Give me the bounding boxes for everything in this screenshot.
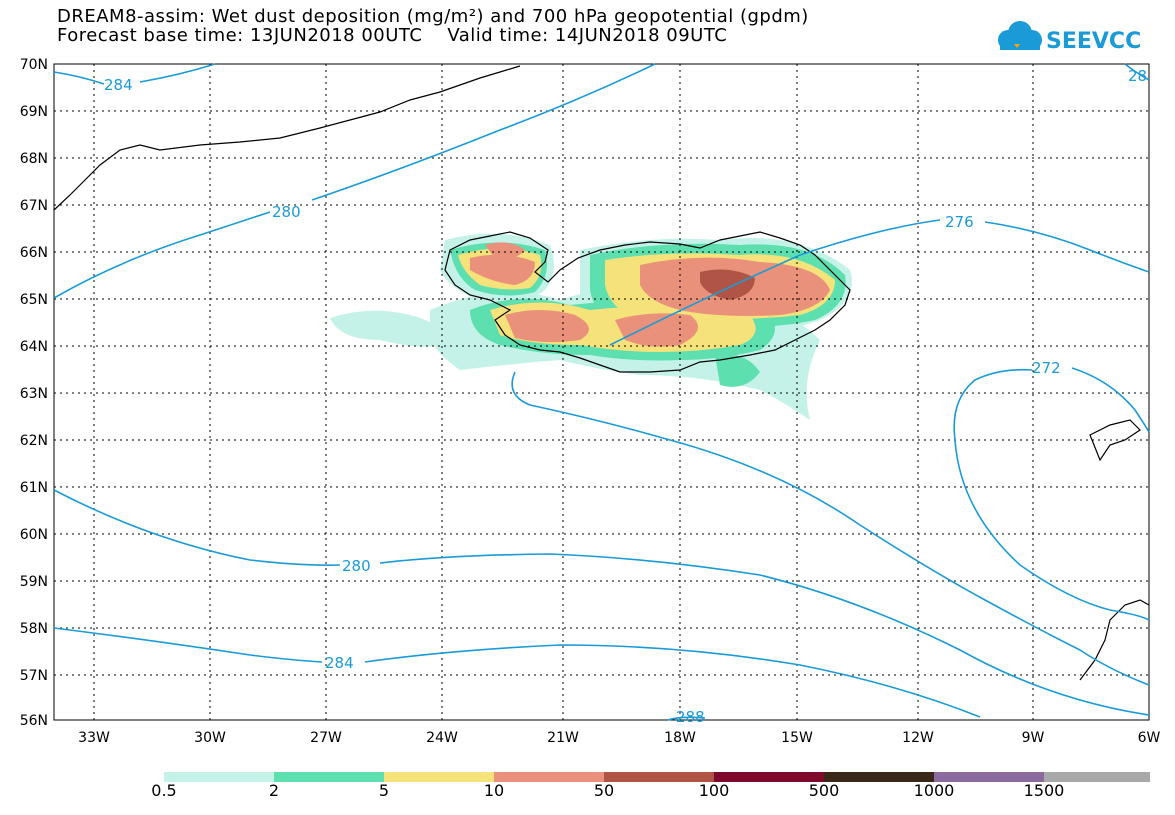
contour-label: 272 <box>1032 359 1061 377</box>
legend-swatch <box>824 772 934 782</box>
legend-label: 5 <box>378 781 390 800</box>
lat-label: 57N <box>20 668 48 684</box>
lat-label: 67N <box>20 198 48 214</box>
lat-label: 70N <box>20 57 48 73</box>
lon-label: 33W <box>78 730 110 746</box>
legend-label: 50 <box>593 781 615 800</box>
faroe-coast <box>1089 419 1141 462</box>
lon-label: 30W <box>194 730 226 746</box>
contour-label: 288 <box>676 708 705 726</box>
legend-swatch <box>934 772 1044 782</box>
contour-280-south <box>53 489 1150 716</box>
legend-swatch <box>714 772 824 782</box>
legend-label: 100 <box>698 781 730 800</box>
lat-label: 62N <box>20 433 48 449</box>
legend-label: 500 <box>808 781 840 800</box>
legend-swatch <box>384 772 494 782</box>
coastlines <box>53 65 1150 681</box>
legend-swatch <box>1044 772 1150 782</box>
legend-label: 2 <box>268 781 280 800</box>
lon-label: 12W <box>902 730 934 746</box>
lat-label: 66N <box>20 245 48 261</box>
lon-label: 21W <box>547 730 579 746</box>
forecast-time-subtitle: Forecast base time: 13JUN2018 00UTC Vali… <box>57 25 728 46</box>
graticule <box>54 64 1149 720</box>
contour-label: 284 <box>104 76 133 94</box>
lat-label: 69N <box>20 104 48 120</box>
lon-label: 9W <box>1022 730 1045 746</box>
lon-label: 18W <box>664 730 696 746</box>
seevccc-logo: SEEVCCC <box>998 21 1140 54</box>
lat-label: 63N <box>20 386 48 402</box>
lat-label: 65N <box>20 292 48 308</box>
longitude-labels: 33W 30W 27W 24W 21W 18W 15W 12W 9W 6W <box>78 730 1160 746</box>
lat-label: 64N <box>20 339 48 355</box>
dust-deposition-field <box>330 233 852 420</box>
legend-label: 0.5 <box>151 781 177 800</box>
lat-label: 60N <box>20 527 48 543</box>
lat-label: 58N <box>20 621 48 637</box>
contour-276 <box>511 219 1150 686</box>
legend-label: 10 <box>483 781 505 800</box>
lon-label: 15W <box>781 730 813 746</box>
cloud-icon <box>998 21 1042 50</box>
contour-label: 284 <box>325 654 354 672</box>
lat-label: 68N <box>20 151 48 167</box>
lon-label: 24W <box>426 730 458 746</box>
contour-280-north <box>53 63 656 299</box>
contour-272 <box>953 367 1150 621</box>
contour-284-south <box>53 627 981 718</box>
map-title: DREAM8-assim: Wet dust deposition (mg/m²… <box>57 6 809 27</box>
iceland-coast <box>444 231 851 373</box>
legend-label: 1000 <box>913 781 955 800</box>
lat-label: 61N <box>20 480 48 496</box>
legend-swatch <box>274 772 384 782</box>
contour-label: 280 <box>272 203 301 221</box>
latitude-labels: 70N 69N 68N 67N 66N 65N 64N 63N 62N 61N … <box>20 57 48 729</box>
lon-label: 6W <box>1138 730 1161 746</box>
legend-swatch <box>604 772 714 782</box>
legend-swatch <box>494 772 604 782</box>
legend-swatch <box>164 772 274 782</box>
contour-28x-edge <box>1124 63 1150 81</box>
contour-label: 276 <box>945 213 974 231</box>
contour-288 <box>667 716 706 721</box>
contour-label: 280 <box>342 557 371 575</box>
contour-284-north <box>53 63 216 85</box>
legend-label: 1500 <box>1023 781 1065 800</box>
greenland-coast <box>53 65 521 211</box>
lat-label: 56N <box>20 713 48 729</box>
lat-label: 59N <box>20 574 48 590</box>
lon-label: 27W <box>310 730 342 746</box>
contour-labels: 284 280 276 272 280 284 288 28 <box>104 67 1147 726</box>
geopotential-contours <box>53 63 1150 721</box>
logo-text: SEEVCCC <box>1046 29 1140 54</box>
contour-label: 28 <box>1128 67 1147 85</box>
map-frame <box>53 63 1150 721</box>
